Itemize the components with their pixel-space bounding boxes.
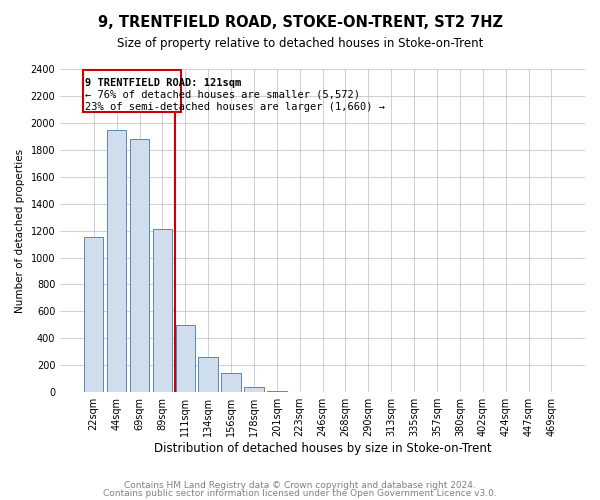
Text: 23% of semi-detached houses are larger (1,660) →: 23% of semi-detached houses are larger (…: [85, 102, 385, 112]
Text: Contains HM Land Registry data © Crown copyright and database right 2024.: Contains HM Land Registry data © Crown c…: [124, 480, 476, 490]
Text: Contains public sector information licensed under the Open Government Licence v3: Contains public sector information licen…: [103, 489, 497, 498]
Text: ← 76% of detached houses are smaller (5,572): ← 76% of detached houses are smaller (5,…: [85, 90, 360, 100]
X-axis label: Distribution of detached houses by size in Stoke-on-Trent: Distribution of detached houses by size …: [154, 442, 491, 455]
Bar: [84, 238, 103, 392]
Bar: [199, 357, 218, 392]
FancyBboxPatch shape: [83, 70, 181, 112]
Y-axis label: Number of detached properties: Number of detached properties: [15, 148, 25, 312]
Bar: [130, 139, 149, 392]
Text: Size of property relative to detached houses in Stoke-on-Trent: Size of property relative to detached ho…: [117, 38, 483, 51]
Text: 9, TRENTFIELD ROAD, STOKE-ON-TRENT, ST2 7HZ: 9, TRENTFIELD ROAD, STOKE-ON-TRENT, ST2 …: [97, 15, 503, 30]
Bar: [221, 372, 241, 392]
Bar: [176, 325, 195, 392]
Bar: [267, 391, 287, 392]
Text: 9 TRENTFIELD ROAD: 121sqm: 9 TRENTFIELD ROAD: 121sqm: [85, 78, 241, 88]
Bar: [152, 230, 172, 392]
Bar: [244, 388, 263, 392]
Bar: [107, 130, 127, 392]
